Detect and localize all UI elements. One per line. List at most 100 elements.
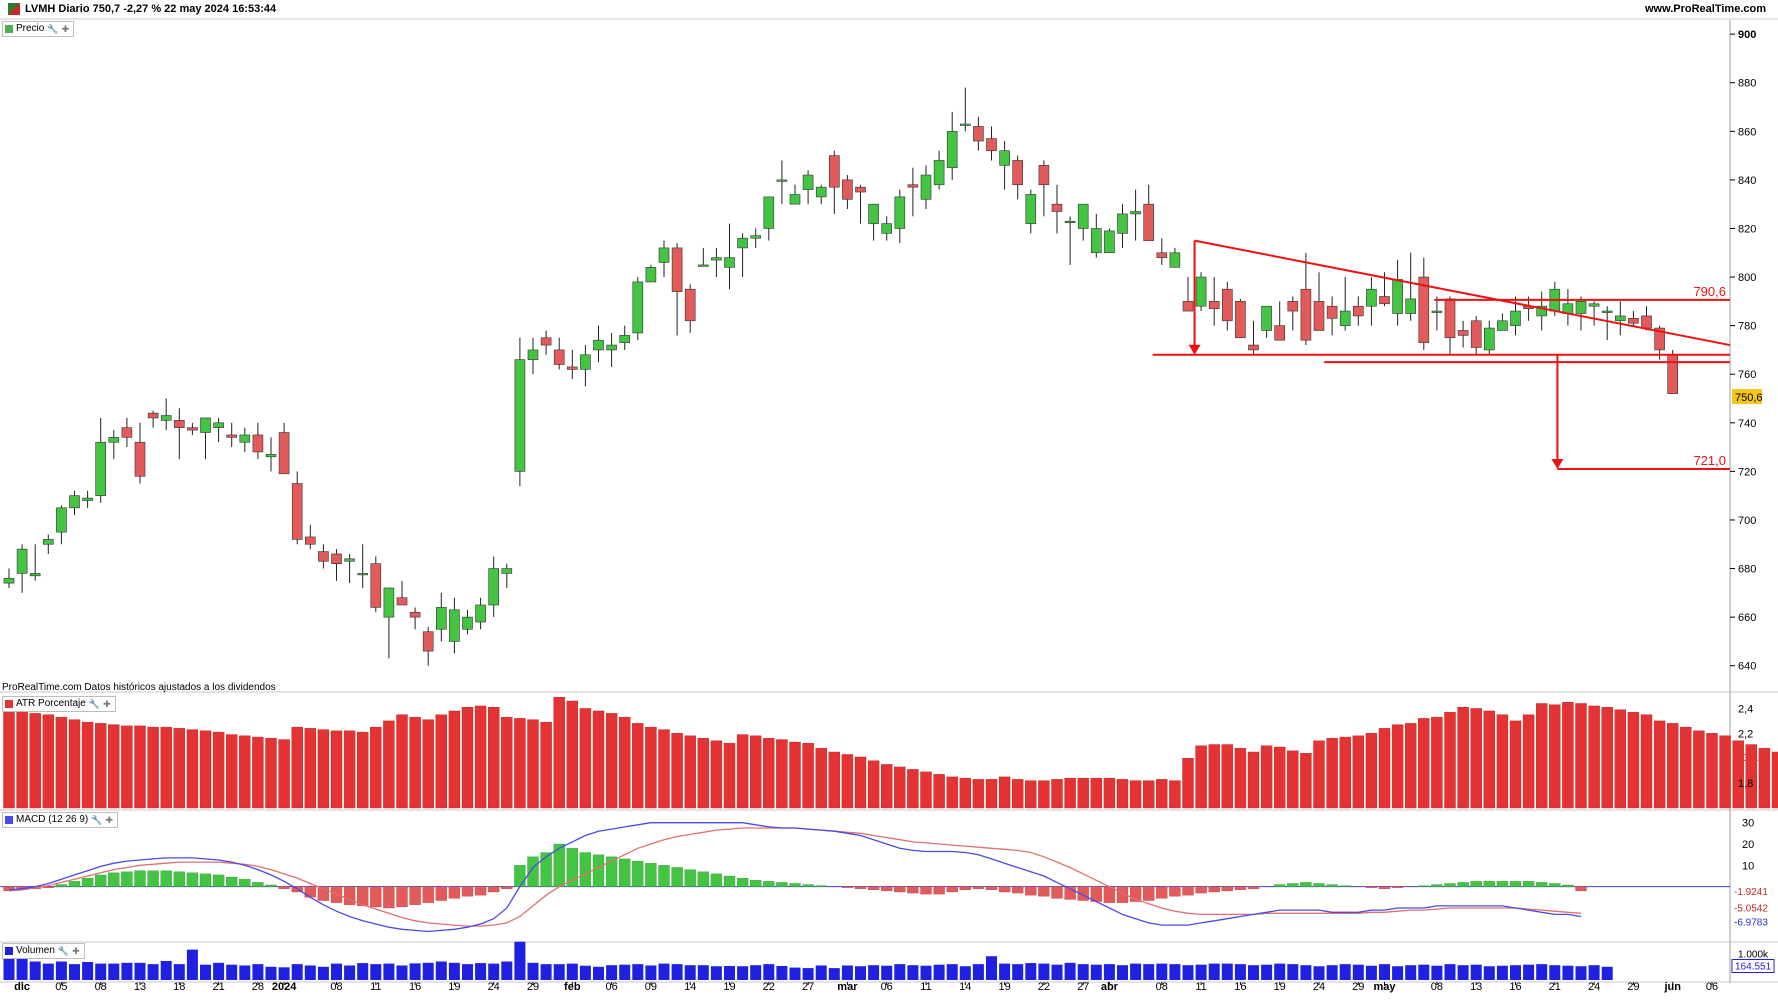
volume-bar — [317, 966, 329, 980]
candle-up — [1601, 310, 1613, 313]
macd-hist-positive — [68, 881, 81, 887]
candle-down — [907, 184, 919, 188]
volume-bar — [776, 965, 788, 980]
atr-bar — [1234, 748, 1247, 809]
candle-down — [396, 597, 408, 606]
candle-down — [671, 247, 683, 292]
macd-hist-negative — [1378, 886, 1391, 889]
volume-bar — [1208, 963, 1220, 980]
atr-bar — [1575, 703, 1587, 809]
macd-hist-positive — [1326, 884, 1338, 887]
x-axis-label: 13 — [134, 981, 146, 993]
wrench-icon[interactable]: 🔧 — [47, 24, 59, 34]
atr-bar — [1208, 744, 1220, 809]
macd-hist-negative — [304, 886, 316, 898]
x-axis-label: 29 — [1352, 981, 1364, 993]
macd-hist-positive — [776, 882, 788, 887]
volume-bar — [579, 965, 591, 980]
candle-up — [1025, 194, 1037, 224]
macd-hist-negative — [422, 886, 434, 903]
candle-down — [1156, 252, 1168, 258]
atr-value-tag: 2.0119 — [1734, 753, 1764, 764]
candle-down — [134, 441, 146, 477]
macd-panel-label[interactable]: MACD (12 26 9) 🔧 ✚ — [2, 812, 119, 828]
macd-hist-negative — [357, 886, 369, 907]
macd-hist-negative — [1156, 886, 1168, 899]
macd-hist-positive — [579, 852, 592, 887]
x-axis-label: 16 — [1234, 981, 1246, 993]
atr-bar — [239, 735, 251, 809]
volume-bar — [789, 967, 801, 980]
candle-up — [239, 434, 251, 443]
macd-hist-negative — [317, 886, 330, 901]
price-tick-label: 640 — [1738, 661, 1756, 673]
atr-bar — [1444, 711, 1456, 809]
price-tick-label: 760 — [1738, 369, 1756, 381]
volume-bar — [933, 964, 945, 980]
volume-bar — [304, 965, 316, 980]
last-price-tag — [1732, 389, 1762, 405]
plus-icon[interactable]: ✚ — [72, 946, 80, 956]
atr-bar — [867, 760, 880, 809]
macd-hist-negative — [409, 886, 421, 905]
volume-panel-label[interactable]: Volumen 🔧 ✚ — [2, 943, 85, 959]
macd-value-tag: -6.9783 — [1734, 918, 1768, 929]
plus-icon[interactable]: ✚ — [103, 699, 111, 709]
candle-up — [1117, 213, 1128, 234]
atr-swatch — [5, 700, 13, 708]
atr-bar — [658, 729, 670, 809]
candle-up — [1575, 301, 1587, 314]
volume-bar — [606, 965, 618, 980]
volume-bar — [1287, 964, 1299, 980]
candle-down — [121, 427, 133, 438]
macd-hist-positive — [527, 856, 539, 887]
macd-hist-positive — [645, 863, 657, 887]
atr-panel-label[interactable]: ATR Porcentaje 🔧 ✚ — [2, 696, 116, 712]
x-axis-label: 09 — [645, 981, 657, 993]
plus-icon[interactable]: ✚ — [61, 24, 70, 34]
volume-bar — [357, 963, 369, 980]
atr-bar — [55, 716, 68, 809]
volume-bar — [1405, 965, 1417, 980]
atr-bar — [1457, 707, 1469, 809]
atr-bar — [802, 743, 814, 809]
macd-hist-negative — [1247, 886, 1260, 889]
macd-hist-negative — [867, 886, 880, 891]
plus-icon[interactable]: ✚ — [105, 815, 114, 825]
volume-bar — [1143, 964, 1155, 980]
candle-up — [697, 264, 709, 267]
volume-bar — [291, 964, 303, 980]
candle-up — [213, 422, 224, 428]
macd-hist-positive — [1562, 884, 1574, 887]
price-tick-label: 820 — [1738, 223, 1756, 235]
atr-bar — [789, 741, 801, 809]
site-url[interactable]: www.ProRealTime.com — [1644, 3, 1766, 15]
candle-up — [763, 196, 775, 229]
atr-bar — [710, 740, 723, 809]
atr-bar — [1614, 709, 1627, 809]
macd-hist-positive — [1536, 882, 1548, 887]
wrench-icon[interactable]: 🔧 — [57, 946, 70, 956]
candle-up — [1431, 310, 1443, 313]
atr-bar — [409, 716, 421, 809]
wrench-icon[interactable]: 🔧 — [91, 815, 103, 825]
atr-bar — [1129, 780, 1142, 809]
price-tick-label: 780 — [1738, 321, 1756, 333]
volume-swatch — [5, 947, 13, 955]
atr-bar — [1562, 702, 1574, 809]
wrench-icon[interactable]: 🔧 — [88, 699, 101, 709]
measure-arrow-head — [1188, 344, 1201, 355]
atr-bar — [108, 724, 120, 809]
candle-down — [1470, 320, 1482, 348]
atr-bar — [1483, 710, 1496, 809]
volume-bar — [226, 964, 238, 980]
atr-bar — [1038, 780, 1050, 809]
macd-hist-negative — [448, 886, 461, 899]
atr-bar — [212, 731, 225, 809]
price-panel-label[interactable]: Precio 🔧 ✚ — [2, 21, 75, 37]
macd-hist-positive — [710, 873, 723, 887]
macd-hist-negative — [1234, 886, 1247, 891]
volume-bar — [213, 962, 225, 980]
atr-bar — [854, 756, 867, 809]
atr-bar — [619, 716, 631, 809]
